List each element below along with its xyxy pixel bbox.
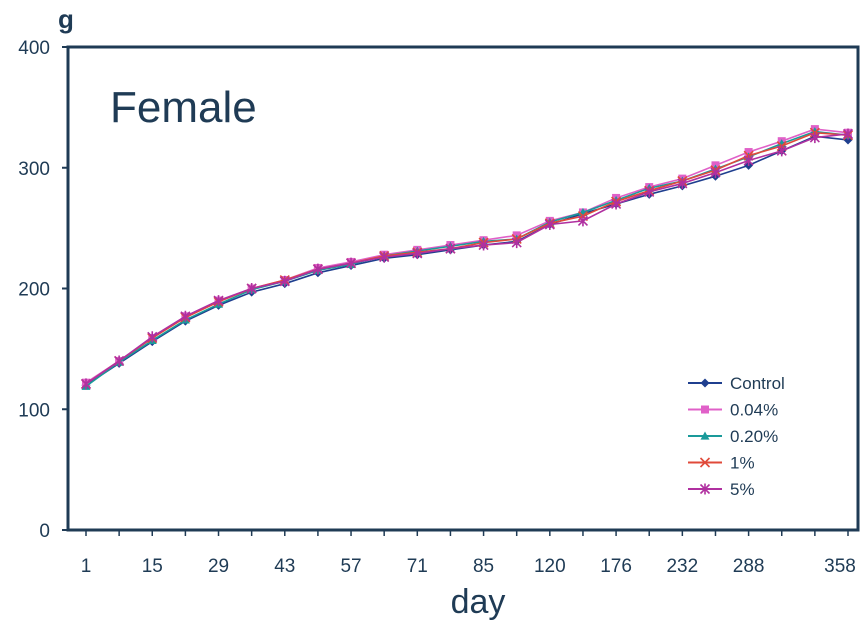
y-tick-label: 200 [18, 280, 50, 301]
legend-marker [701, 405, 709, 414]
series-control [81, 131, 853, 390]
y-tick-label: 300 [18, 159, 50, 180]
data-point [114, 355, 125, 367]
legend-item: 0.20% [688, 427, 778, 446]
legend-item: 0.04% [688, 401, 778, 420]
legend-label: 1% [730, 454, 755, 473]
legend-marker [699, 457, 711, 468]
data-point [577, 215, 589, 227]
data-point [644, 186, 655, 198]
data-point [246, 283, 257, 294]
series-5 [80, 128, 854, 390]
chart-title: Female [110, 83, 257, 132]
data-point [809, 132, 820, 144]
legend: Control 0.04% 0.20% 1% 5% [688, 374, 785, 499]
data-point [842, 128, 854, 140]
legend-label: 0.04% [730, 401, 778, 420]
data-point [743, 155, 754, 167]
series-line [85, 133, 849, 385]
series-1 [80, 127, 854, 389]
x-tick-label: 15 [142, 556, 163, 577]
x-axis-title: day [451, 583, 506, 620]
x-axis-ticks: 1 15 29 43 57 71 85 120 176 232 288 358 [81, 530, 856, 577]
data-point [80, 378, 92, 390]
x-tick-label: 57 [340, 556, 361, 577]
data-point [345, 257, 357, 269]
data-point [147, 331, 158, 343]
data-point [677, 177, 688, 189]
series-line [85, 131, 849, 385]
data-point [744, 148, 753, 157]
legend-item: 5% [688, 480, 755, 499]
series-line [85, 135, 849, 386]
legend-marker [700, 378, 710, 388]
data-point [312, 263, 323, 275]
x-tick-label: 288 [733, 556, 765, 577]
y-tick-label: 0 [39, 521, 50, 542]
series-0-20 [81, 127, 853, 390]
y-tick-label: 100 [18, 400, 50, 421]
series-layer [80, 125, 854, 390]
x-tick-label: 29 [208, 556, 229, 577]
data-point [379, 251, 390, 263]
x-tick-label: 43 [274, 556, 295, 577]
x-tick-label: 71 [407, 556, 428, 577]
x-tick-label: 176 [600, 556, 632, 577]
data-point [478, 239, 489, 251]
data-point [279, 275, 290, 287]
y-axis-ticks: 0 100 200 300 400 [18, 38, 68, 542]
x-tick-label: 358 [824, 556, 856, 577]
data-point [180, 310, 191, 322]
legend-marker [700, 431, 710, 440]
legend-label: 0.20% [730, 427, 778, 446]
data-point [445, 243, 456, 255]
data-point [511, 237, 522, 249]
x-tick-label: 1 [81, 556, 92, 577]
legend-marker [699, 483, 711, 495]
x-tick-label: 232 [666, 556, 698, 577]
legend-label: Control [730, 374, 785, 393]
legend-label: 5% [730, 480, 755, 499]
series-line [85, 128, 849, 384]
x-tick-label: 120 [534, 556, 566, 577]
data-point [412, 247, 423, 259]
legend-item: Control [688, 374, 785, 393]
y-tick-label: 400 [18, 38, 50, 59]
x-tick-label: 85 [473, 556, 494, 577]
y-axis-unit-label: g [58, 4, 74, 34]
legend-item: 1% [688, 454, 755, 473]
data-point [544, 219, 555, 231]
data-point [776, 145, 787, 157]
data-point [213, 295, 224, 307]
data-point [710, 167, 721, 179]
data-point [611, 198, 622, 210]
